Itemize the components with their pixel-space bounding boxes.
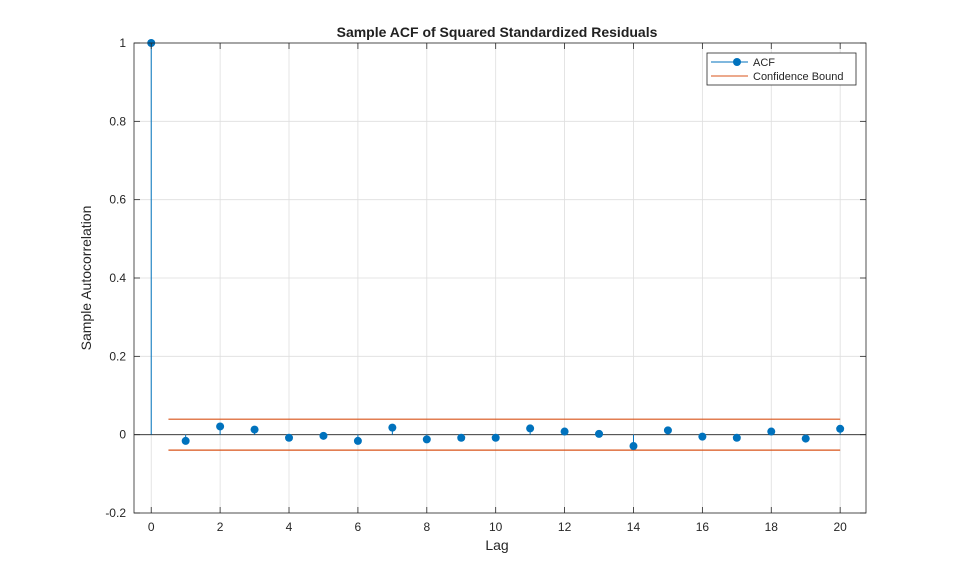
x-axis-ticks: 0 2 4 6 8 10 12 14 16 18 20 xyxy=(148,43,847,534)
acf-point-18 xyxy=(767,427,776,436)
y-tick-label: 0.8 xyxy=(109,114,126,128)
x-tick-label: 8 xyxy=(423,520,430,534)
acf-point-7 xyxy=(388,423,397,432)
legend: ACF Confidence Bound xyxy=(706,52,857,86)
acf-point-12 xyxy=(560,427,569,436)
acf-point-14 xyxy=(629,442,638,451)
acf-point-8 xyxy=(422,435,431,444)
acf-point-2 xyxy=(216,422,225,431)
x-axis-label: Lag xyxy=(485,537,508,553)
legend-box xyxy=(706,52,857,86)
x-tick-label: 0 xyxy=(148,520,155,534)
acf-point-10 xyxy=(491,433,500,442)
x-tick-label: 18 xyxy=(765,520,779,534)
acf-markers xyxy=(147,39,845,451)
x-tick-label: 20 xyxy=(833,520,847,534)
acf-point-20 xyxy=(836,424,845,433)
y-tick-label: 0.2 xyxy=(109,349,126,363)
legend-acf-marker xyxy=(733,58,741,66)
acf-point-3 xyxy=(250,425,259,434)
acf-point-15 xyxy=(663,426,672,435)
acf-point-17 xyxy=(732,433,741,442)
chart-title: Sample ACF of Squared Standardized Resid… xyxy=(337,24,658,40)
acf-point-13 xyxy=(595,429,604,438)
acf-point-5 xyxy=(319,431,328,440)
y-tick-label: 0 xyxy=(119,428,126,442)
x-tick-label: 10 xyxy=(489,520,503,534)
acf-point-19 xyxy=(801,434,810,443)
acf-point-4 xyxy=(285,433,294,442)
acf-point-9 xyxy=(457,433,466,442)
acf-point-1 xyxy=(181,436,190,445)
y-tick-label: -0.2 xyxy=(105,506,126,520)
x-tick-label: 6 xyxy=(355,520,362,534)
x-tick-label: 12 xyxy=(558,520,572,534)
acf-point-16 xyxy=(698,432,707,441)
acf-point-11 xyxy=(526,424,535,433)
y-tick-label: 0.6 xyxy=(109,193,126,207)
x-tick-label: 16 xyxy=(696,520,710,534)
y-tick-label: 1 xyxy=(119,36,126,50)
y-axis-ticks: -0.2 0 0.2 0.4 0.6 0.8 1 xyxy=(105,36,866,520)
acf-point-6 xyxy=(353,436,362,445)
confidence-bounds xyxy=(168,418,841,451)
x-tick-label: 2 xyxy=(217,520,224,534)
legend-acf-label: ACF xyxy=(753,57,775,69)
legend-bound-label: Confidence Bound xyxy=(753,71,844,83)
x-tick-label: 4 xyxy=(286,520,293,534)
y-tick-label: 0.4 xyxy=(109,271,126,285)
y-axis-label: Sample Autocorrelation xyxy=(78,206,94,351)
x-tick-label: 14 xyxy=(627,520,641,534)
